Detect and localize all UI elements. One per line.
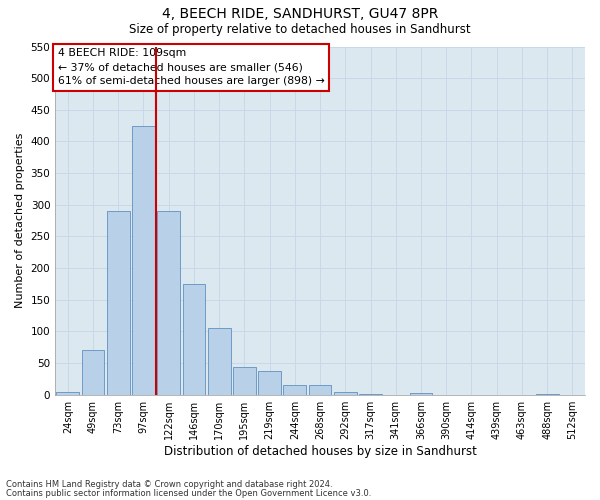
Bar xyxy=(258,370,281,394)
Bar xyxy=(233,368,256,394)
Text: 4 BEECH RIDE: 109sqm
← 37% of detached houses are smaller (546)
61% of semi-deta: 4 BEECH RIDE: 109sqm ← 37% of detached h… xyxy=(58,48,325,86)
Bar xyxy=(56,392,79,394)
Bar xyxy=(132,126,155,394)
X-axis label: Distribution of detached houses by size in Sandhurst: Distribution of detached houses by size … xyxy=(164,444,476,458)
Bar xyxy=(283,385,306,394)
Text: 4, BEECH RIDE, SANDHURST, GU47 8PR: 4, BEECH RIDE, SANDHURST, GU47 8PR xyxy=(162,8,438,22)
Bar xyxy=(157,211,180,394)
Bar xyxy=(208,328,230,394)
Bar xyxy=(182,284,205,395)
Bar xyxy=(309,385,331,394)
Bar xyxy=(82,350,104,395)
Text: Size of property relative to detached houses in Sandhurst: Size of property relative to detached ho… xyxy=(129,22,471,36)
Text: Contains HM Land Registry data © Crown copyright and database right 2024.: Contains HM Land Registry data © Crown c… xyxy=(6,480,332,489)
Bar xyxy=(334,392,356,394)
Text: Contains public sector information licensed under the Open Government Licence v3: Contains public sector information licen… xyxy=(6,488,371,498)
Y-axis label: Number of detached properties: Number of detached properties xyxy=(15,133,25,308)
Bar xyxy=(107,211,130,394)
